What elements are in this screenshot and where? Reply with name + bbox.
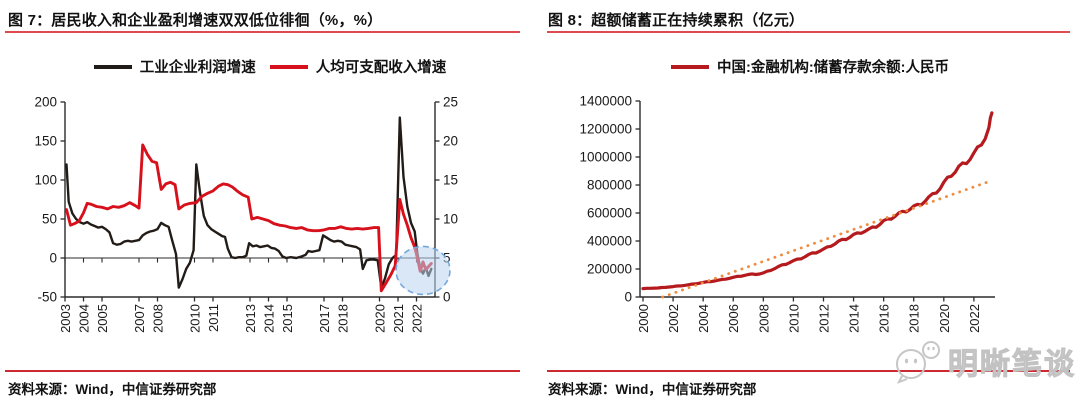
watermark: 明晰笔谈 [892, 338, 1076, 384]
legend-line-swatch [671, 64, 709, 69]
axis-tick-label: 0 [49, 251, 57, 266]
axis-tick-label: 2014 [847, 304, 862, 333]
axis-tick-label: 1400000 [579, 94, 632, 109]
figure7-panel: 图 7：居民收入和企业盈利增速双双低位徘徊（%，%） 工业企业利润增速 人均可支配… [0, 12, 540, 397]
axis-tick-label: 2003 [58, 304, 73, 333]
axis-tick-label: 2013 [243, 304, 258, 333]
axis-tick-label: 400000 [587, 234, 632, 249]
axis-tick-label: 2018 [907, 304, 922, 333]
wechat-bubbles-icon [896, 341, 940, 384]
axis-tick-label: 1200000 [579, 122, 632, 137]
legend-item: 中国:金融机构:储蓄存款余额:人民币 [671, 56, 949, 77]
axis-tick-label: 15 [443, 173, 458, 188]
figure8-chart: 1400000 1200000 1000000 800000 600000 400000 2… [579, 94, 995, 333]
data-series-line [641, 111, 994, 291]
figure7-source: 资料来源：Wind，中信证券研究部 [8, 382, 217, 397]
axis-tick-label: 200 [34, 95, 57, 110]
figure8-source: 资料来源：Wind，中信证券研究部 [548, 382, 757, 397]
axis-tick-label: 2008 [151, 304, 166, 333]
axis-tick-label: 2020 [937, 304, 952, 333]
axis-tick-label: 600000 [587, 206, 632, 221]
axis-tick-label: 2016 [877, 304, 892, 333]
axis-tick-label: 2007 [132, 304, 147, 333]
axis-tick-label: 2018 [336, 304, 351, 333]
axis-tick-label: 1000000 [579, 150, 632, 165]
axis-tick-label: 2021 [391, 304, 406, 333]
axis-tick-label: 2008 [756, 304, 771, 333]
data-series-line [65, 143, 433, 293]
legend-item: 人均可支配收入增速 [269, 56, 447, 77]
axis-tick-label: 2006 [726, 304, 741, 333]
axis-tick-label: 2012 [816, 304, 831, 333]
axis-tick-label: 2010 [786, 304, 801, 333]
data-series-line [661, 179, 994, 299]
axis-tick-label: 2004 [696, 304, 711, 333]
figure8-title-underline [547, 31, 1070, 33]
axis-tick-label: 2020 [373, 304, 388, 333]
axis-tick-label: 0 [443, 290, 451, 305]
axis-tick-label: 2000 [636, 304, 651, 333]
axis-tick-label: 20 [443, 134, 458, 149]
legend-line-swatch [93, 64, 132, 69]
axis-tick-label: 200000 [587, 262, 632, 277]
axis-tick-label: 50 [42, 212, 57, 227]
axis-tick-label: 150 [34, 134, 57, 149]
axis-tick-label: 2002 [666, 304, 681, 333]
axis-tick-label: 5 [443, 251, 451, 266]
axis-tick-label: 2017 [317, 304, 332, 333]
data-series-line [65, 116, 433, 289]
axis-tick-label: 2011 [206, 304, 221, 332]
figure8-title: 图 8：超额储蓄正在持续累积（亿元） [548, 12, 805, 29]
axis-tick-label: 25 [443, 95, 458, 110]
figure8-panel: 图 8：超额储蓄正在持续累积（亿元） 中国:金融机构:储蓄存款余额:人民币 14… [540, 0, 1080, 411]
figure7-source-rule [5, 370, 520, 372]
figure7-title-underline [5, 31, 520, 33]
figure7-legend: 工业企业利润增速 人均可支配收入增速 [0, 56, 540, 77]
legend-label: 工业企业利润增速 [139, 60, 256, 76]
axis-tick-label: 800000 [587, 178, 632, 193]
axis-tick-label: 2022 [410, 304, 425, 333]
axis-tick-label: 2004 [77, 304, 92, 333]
highlight-ellipse [395, 245, 451, 296]
axis-tick-label: 2014 [262, 304, 277, 333]
figure8-legend: 中国:金融机构:储蓄存款余额:人民币 [540, 56, 1080, 77]
legend-label: 人均可支配收入增速 [315, 60, 447, 76]
legend-line-swatch [269, 64, 308, 69]
axis-tick-label: 2005 [95, 304, 110, 333]
watermark-text: 明晰笔谈 [948, 348, 1076, 382]
axis-tick-label: 10 [443, 212, 458, 227]
axis-tick-label: -50 [37, 290, 57, 305]
axis-tick-label: 100 [34, 173, 57, 188]
axis-tick-label: 0 [624, 290, 632, 305]
figure7-title: 图 7：居民收入和企业盈利增速双双低位徘徊（%，%） [8, 12, 383, 29]
axis-tick-label: 2010 [188, 304, 203, 333]
legend-label: 中国:金融机构:储蓄存款余额:人民币 [717, 60, 949, 76]
axis-tick-label: 2022 [967, 304, 982, 333]
legend-item: 工业企业利润增速 [93, 56, 256, 77]
figure8-source-rule [547, 370, 1070, 372]
axis-tick-label: 2015 [280, 304, 295, 333]
